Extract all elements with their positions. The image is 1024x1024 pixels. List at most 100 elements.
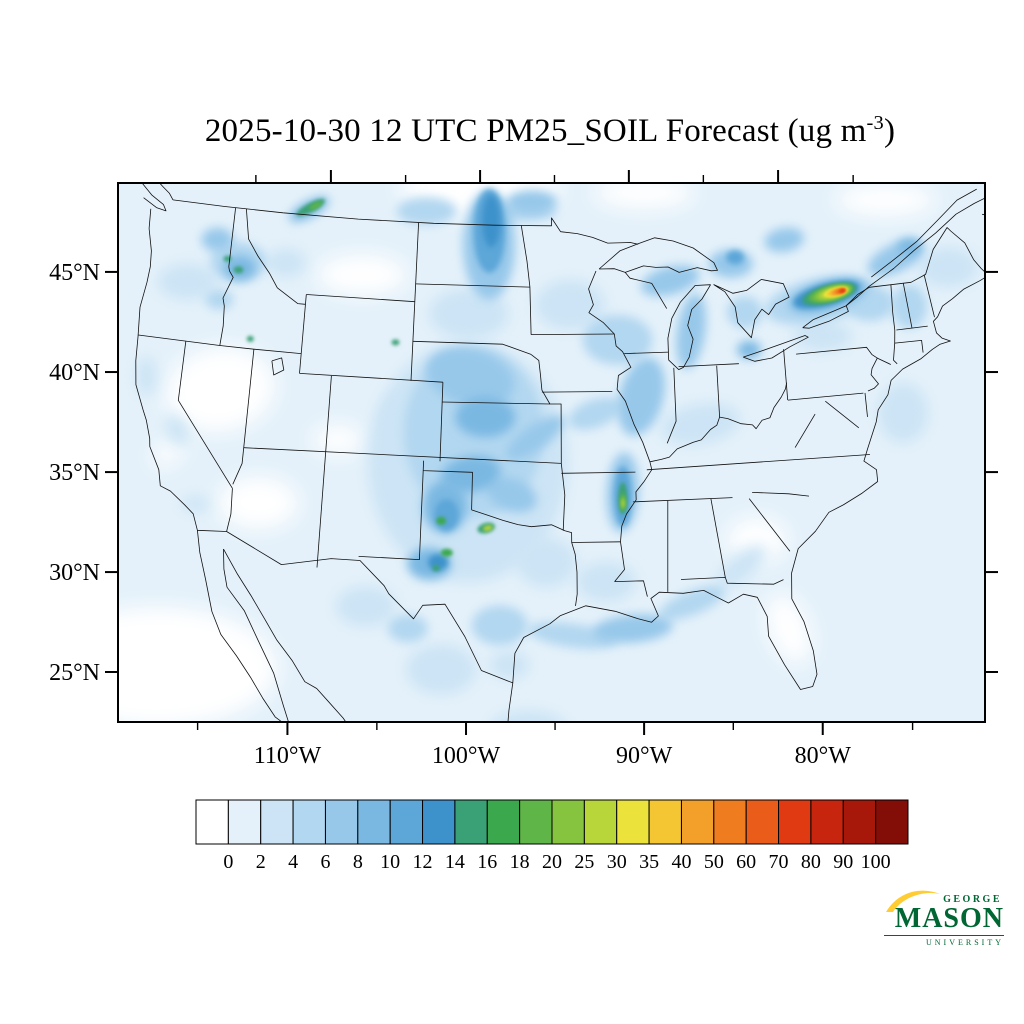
state-border [624,351,669,354]
lake-outline [713,279,790,339]
state-border [530,354,562,464]
lon-label: 100°W [432,743,501,769]
state-border [415,283,530,288]
colorbar-cell [486,799,521,845]
axis-labels: 45°N 40°N 35°N 30°N 25°N 110°W 100°W 90°W 80°W [49,260,851,769]
field-blob [576,561,636,602]
colorbar-tick-label: 18 [510,851,530,873]
plot-title-suffix: ) [883,113,896,149]
field-blob [726,250,745,265]
field-blob [568,397,622,430]
field-blob [535,279,606,330]
colorbar-tick-label: 100 [861,851,891,873]
lat-label: 25°N [49,660,100,686]
field-blob [265,248,306,277]
coastline [868,197,985,287]
colorbar-cell [519,799,553,845]
state-border [890,284,898,365]
plot-title: 2025-10-30 12 UTC PM25_SOIL Forecast (ug… [60,112,1024,150]
colorbar-tick-label: 14 [445,851,465,873]
field-blob [165,415,189,445]
field-blob [582,314,653,365]
state-border [632,497,733,503]
field-blob [737,340,762,359]
colorbar-tick-label: 70 [769,851,789,873]
field-blob [181,496,210,513]
field-blob [426,347,515,407]
coastline [159,183,174,201]
colorbar-tick-label: 50 [704,851,724,873]
lake-outline [667,284,711,370]
field-blob [766,594,812,664]
logo-university-text: UNIVERSITY [884,935,1004,947]
colorbar-tick-label: 2 [256,851,266,873]
state-border [246,208,306,305]
coastline [172,199,639,245]
field-blob [387,614,428,643]
field-blob [233,266,244,274]
state-border [422,460,473,510]
field-blob [726,296,763,329]
state-border [624,272,668,309]
state-border [219,207,236,346]
colorbar-cell [745,799,780,845]
field-blob [471,605,528,646]
lake-outline [271,357,285,376]
state-border [412,340,532,355]
field-blob [486,477,537,513]
lon-label: 80°W [795,743,852,769]
field-blob [406,644,477,695]
field-blob [201,227,234,252]
colorbar-cell [324,799,359,845]
state-border [243,447,562,464]
state-border [649,382,787,463]
state-border [439,382,444,462]
colorbar-tick-label: 0 [223,851,233,873]
state-border [710,498,726,578]
lat-label: 30°N [49,560,100,586]
state-border [520,225,532,335]
state-border [666,367,677,444]
state-border [560,463,566,531]
state-border [299,373,443,383]
colorbar-cell [648,799,682,845]
colorbar-tick-label: 8 [353,851,363,873]
colorbar-cell [422,799,456,845]
state-border [541,391,613,393]
lat-label: 35°N [49,460,100,486]
field-blob [878,382,928,443]
field-blob [441,455,501,493]
state-border [923,274,935,318]
field-blob [482,525,493,532]
field-blob [391,339,400,346]
field-blob [205,289,234,310]
field-blob [492,710,565,722]
basemap-lines [135,183,985,722]
field-blob [516,537,577,588]
coastline [982,213,985,216]
state-border [825,400,860,429]
colorbar-cell [292,799,326,845]
state-border [752,492,810,497]
lat-label: 45°N [49,260,100,286]
state-border [226,488,233,532]
field-blob [152,439,184,467]
colorbar-cell [357,799,391,845]
field-blob [726,517,787,562]
field-blob [396,197,457,226]
field-blob [440,548,453,557]
field-blob [897,238,922,255]
state-border [358,470,424,560]
state-border [442,401,550,405]
field-blob [428,554,448,571]
field-blob [157,263,218,300]
field-blob [218,476,299,529]
coastline [141,183,167,212]
field-blob [428,288,509,339]
field-blob [489,651,530,680]
state-border [531,333,615,335]
field-blob [432,565,441,572]
colorbar-cell [551,799,585,845]
field-blob [434,499,459,532]
